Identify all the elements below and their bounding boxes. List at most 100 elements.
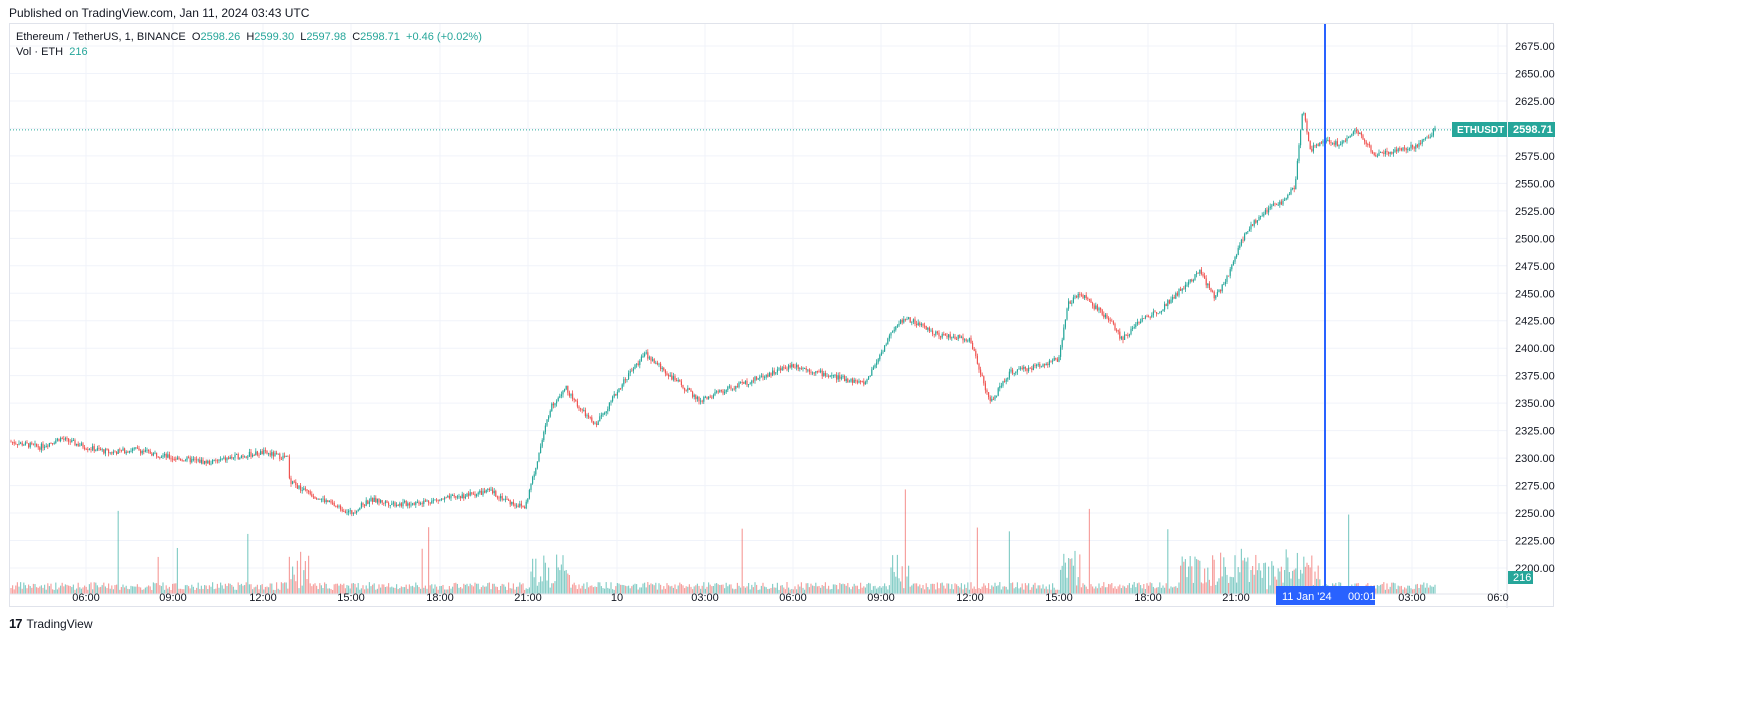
price-chart[interactable]: 2200.002225.002250.002275.002300.002325.… [10,24,1555,608]
candle-body [1087,298,1089,300]
candle-body [1389,152,1391,154]
candle-body [1159,312,1161,314]
candle-body [1327,140,1329,141]
candle-body [933,333,935,335]
volume-bar [154,583,156,594]
candle-body [218,459,220,461]
volume-bar [573,582,575,594]
volume-bar [1064,562,1066,594]
candle-body [96,448,98,451]
volume-bar [655,582,657,594]
volume-bar [149,586,151,594]
volume-bar [674,584,676,594]
volume-bar [184,585,186,594]
candle-body [804,368,806,369]
chart-pane[interactable]: 2200.00 2225.00 2250.00 2275.00 2300.00 2325.… [9,23,1555,608]
candle-body [264,450,266,452]
candle-body [367,500,369,504]
candle-body [109,452,111,454]
candle-body [36,443,38,447]
volume-bar [1208,579,1210,594]
volume-bar [135,586,137,594]
volume-bar [167,588,169,594]
y-tick-label: 2275.00 [1515,481,1555,493]
volume-bar [223,588,225,594]
candle-body [461,494,463,499]
candle-body [583,410,585,411]
volume-bar [170,589,172,594]
candle-body [1280,201,1282,205]
candle-body [903,319,905,323]
candle-body [45,445,47,447]
candle-body [687,388,689,391]
volume-bar [1165,583,1167,594]
volume-bar [1416,583,1418,594]
candle-body [205,460,207,464]
volume-bar [1431,586,1433,594]
volume-bar [124,587,126,594]
candle-body [1005,379,1007,382]
volume-bar [884,583,886,594]
candle-body [695,395,697,400]
candle-body [1023,366,1025,369]
volume-bar [372,584,374,594]
candle-body [663,367,665,371]
volume-bar [1077,577,1079,594]
volume-bar [679,582,681,594]
candle-body [1242,239,1244,241]
x-tick-label: 06:00 [72,592,100,604]
volume-bar [1402,589,1404,594]
volume-bar [1271,561,1273,594]
candle-body [1378,152,1380,156]
candle-body [191,459,193,463]
volume-bar [719,584,721,594]
candle-body [213,459,215,461]
candle-body [320,498,322,500]
low-value: 2597.98 [306,31,347,43]
candle-body [519,503,521,507]
candle-body [746,380,748,385]
candle-body [794,366,796,368]
volume-bar [620,584,622,594]
candle-body [1178,289,1180,296]
candle-body [359,507,361,510]
candle-body [1156,312,1158,314]
candle-body [333,502,335,506]
volume-bar [143,589,145,594]
volume-bar [176,547,178,594]
candle-body [79,445,81,447]
candle-body [597,421,599,426]
candle-body [1103,314,1105,318]
volume-bar [60,585,62,594]
candle-body [607,409,609,412]
candle-body [90,449,92,450]
candle-body [311,494,313,497]
candle-body [40,443,42,450]
volume-bar [476,583,478,594]
candle-body [272,452,274,457]
candle-body [1245,232,1247,235]
candle-body [50,443,52,444]
volume-bar [972,588,974,594]
candle-body [644,353,646,357]
volume-bar [836,585,838,594]
volume-bar [1184,559,1186,594]
volume-bar [453,583,455,594]
volume-bar [999,582,1001,594]
candle-body [714,391,716,396]
volume-bar [1183,561,1185,594]
volume-bar [207,589,209,594]
crosshair-date: 11 Jan '24 [1282,591,1332,603]
volume-bar [1181,556,1183,594]
candle-body [1133,327,1135,328]
volume-bar [986,588,988,594]
candle-body [989,397,991,401]
volume-bar [612,589,614,594]
volume-bar [1172,587,1174,594]
volume-bar [1042,584,1044,594]
candle-body [237,454,239,459]
volume-bar [1296,552,1298,594]
candle-body [839,375,841,379]
candle-body [1316,144,1318,146]
volume-bar [616,583,618,594]
